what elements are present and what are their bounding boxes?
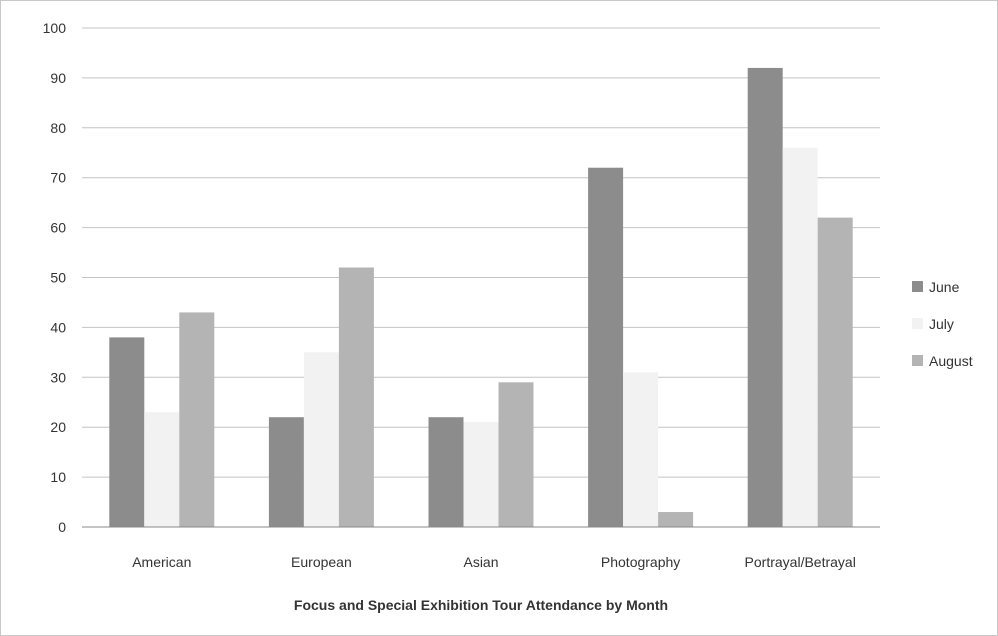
y-tick-label-80: 80	[50, 120, 66, 136]
bar-asian-june	[428, 417, 464, 527]
bar-american-july	[144, 412, 180, 527]
bar-american-august	[179, 312, 215, 527]
y-axis-tick-labels: 0 10 20 30 40 50 60 70 80 90 100	[43, 20, 67, 535]
bar-photography-august	[658, 512, 694, 527]
legend: June July August	[912, 279, 973, 369]
x-category-label-photography: Photography	[601, 554, 680, 570]
y-tick-label-60: 60	[50, 220, 66, 236]
gridlines	[82, 27, 880, 478]
chart-title: Focus and Special Exhibition Tour Attend…	[294, 597, 668, 613]
bar-photography-july	[623, 372, 659, 527]
bar-portrayal-betrayal-july	[782, 147, 818, 527]
x-axis-category-labels: American European Asian Photography Portraya…	[132, 554, 856, 570]
x-category-label-european: European	[291, 554, 352, 570]
bar-european-august	[338, 267, 374, 527]
x-category-label-american: American	[132, 554, 191, 570]
legend-swatch-july	[912, 318, 923, 329]
bar-portrayal-betrayal-june	[747, 67, 783, 528]
y-tick-label-10: 10	[50, 469, 66, 485]
bar-photography-june	[588, 167, 624, 527]
y-tick-label-40: 40	[50, 319, 66, 335]
bar-asian-july	[463, 422, 499, 527]
bar-portrayal-betrayal-august	[817, 217, 853, 527]
bar-european-july	[303, 352, 339, 527]
bar-asian-august	[498, 382, 534, 527]
legend-label-july: July	[929, 316, 954, 332]
y-tick-label-0: 0	[58, 519, 66, 535]
y-tick-label-100: 100	[43, 20, 67, 36]
x-category-label-portrayal-betrayal: Portrayal/Betrayal	[745, 554, 856, 570]
legend-swatch-june	[912, 281, 923, 292]
y-tick-label-90: 90	[50, 70, 66, 86]
y-tick-label-50: 50	[50, 270, 66, 286]
y-tick-label-30: 30	[50, 369, 66, 385]
bar-american-june	[109, 337, 145, 527]
bar-european-june	[268, 417, 304, 527]
y-tick-label-70: 70	[50, 170, 66, 186]
legend-swatch-august	[912, 355, 923, 366]
bars	[109, 67, 853, 528]
x-category-label-asian: Asian	[463, 554, 498, 570]
y-tick-label-20: 20	[50, 419, 66, 435]
legend-label-june: June	[929, 279, 960, 295]
legend-label-august: August	[929, 353, 973, 369]
